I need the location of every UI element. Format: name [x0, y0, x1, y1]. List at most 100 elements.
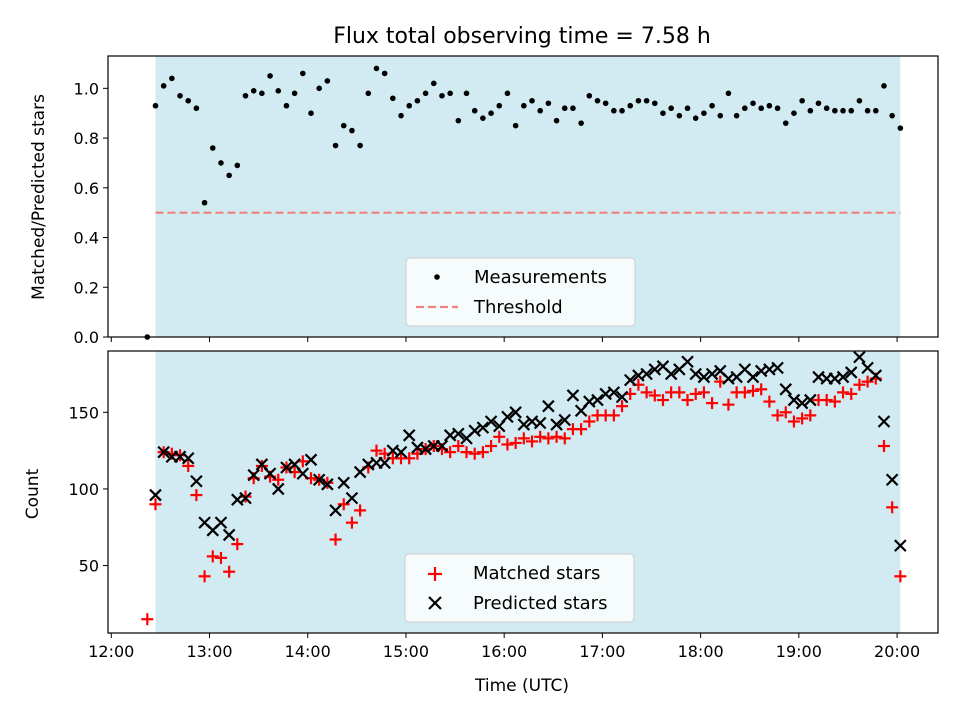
predicted-star-marker-stroke [329, 504, 342, 517]
measurement-point [897, 125, 904, 131]
matched-stars-legend-label: Matched stars [473, 563, 600, 584]
measurement-point [668, 105, 674, 112]
predicted-star-marker-stroke [255, 458, 269, 471]
matched-star-point [149, 498, 162, 511]
predicted-star-marker-stroke [550, 418, 563, 431]
matched-star-point [771, 409, 784, 422]
predicted-star-point [795, 396, 809, 410]
predicted-star-point [787, 393, 801, 407]
predicted-star-point [468, 424, 481, 437]
matched-star-point [534, 430, 547, 443]
predicted-star-marker-stroke [763, 363, 776, 376]
predicted-star-marker-stroke [771, 361, 784, 375]
measurement-point [733, 112, 740, 119]
predicted-star-marker-stroke [542, 399, 555, 413]
matched-star-point [460, 446, 473, 459]
measurement-point [742, 105, 748, 112]
predicted-star-point [484, 415, 498, 428]
predicted-star-point [435, 439, 449, 453]
matched-star-point [648, 389, 661, 402]
x-tick-label: 12:00 [88, 642, 134, 661]
measurement-point [692, 115, 699, 121]
predicted-star-marker-stroke [853, 350, 866, 364]
matched-star-point [706, 397, 719, 410]
predicted-star-marker-stroke [689, 367, 702, 381]
measurement-point [349, 127, 355, 134]
predicted-star-marker-stroke [681, 355, 694, 369]
measurement-point [651, 100, 658, 107]
measurement-point [856, 97, 863, 104]
predicted-star-marker-stroke [222, 528, 236, 542]
predicted-star-marker-stroke [190, 474, 203, 488]
predicted-star-marker-stroke [419, 442, 432, 456]
measurement-point [799, 97, 805, 104]
predicted-stars-legend-label: Predicted stars [473, 593, 607, 614]
measurement-point [250, 88, 257, 94]
matched-star-point [476, 446, 489, 459]
matched-star-point [354, 504, 367, 517]
measurement-point [488, 110, 494, 116]
predicted-star-marker-stroke [648, 363, 662, 376]
predicted-star-point [648, 363, 662, 376]
matched-star-point [689, 387, 702, 400]
predicted-star-point [329, 504, 342, 517]
measurement-point [463, 90, 470, 97]
predicted-star-point [149, 488, 162, 502]
matched-star-point [837, 386, 850, 399]
predicted-star-marker-stroke [566, 389, 580, 402]
predicted-star-marker-stroke [533, 416, 547, 430]
y-tick-label: 100 [68, 480, 99, 499]
matched-star-point [861, 375, 874, 388]
predicted-star-point [452, 427, 465, 441]
predicted-star-point [533, 416, 547, 430]
measurement-point [193, 105, 200, 112]
predicted-star-point [501, 410, 514, 424]
predicted-star-point [697, 370, 711, 384]
bottom-y-axis: 50 100 150 [68, 403, 108, 576]
predicted-star-marker-stroke [640, 367, 653, 381]
predicted-star-point [623, 373, 637, 387]
matched-star-point [886, 501, 899, 514]
measurement-point [611, 107, 617, 114]
predicted-star-marker-stroke [231, 493, 244, 506]
matched-star-point [231, 538, 244, 551]
predicted-star-marker-stroke [378, 456, 391, 470]
predicted-star-point [321, 478, 334, 491]
matched-star-point [493, 430, 506, 443]
predicted-star-marker-stroke [828, 372, 842, 385]
measurement-point [504, 90, 511, 97]
bottom-y-axis-label: Count [23, 468, 43, 519]
top-panel: 0.0 0.2 0.4 0.6 0.8 1.0 Matched/Predicted sta… [29, 55, 939, 347]
x-tick-label: 15:00 [383, 642, 429, 661]
matched-star-point [738, 386, 751, 399]
measurement-point [815, 100, 822, 107]
predicted-star-point [222, 528, 236, 542]
predicted-star-marker-stroke [288, 458, 301, 471]
predicted-star-marker-stroke [181, 452, 195, 465]
predicted-star-marker-stroke [804, 393, 817, 407]
x-tick-label: 18:00 [678, 642, 724, 661]
measurement-point [291, 90, 298, 97]
predicted-star-marker-stroke [591, 393, 604, 407]
measurement-point [422, 90, 429, 97]
predicted-star-marker-stroke [435, 439, 449, 453]
measurement-point [553, 117, 560, 124]
measurement-point [594, 97, 601, 104]
matched-star-point [485, 440, 498, 453]
predicted-star-marker-stroke [312, 473, 326, 487]
y-tick-label: 150 [68, 403, 99, 422]
predicted-star-point [239, 491, 252, 505]
predicted-star-marker-stroke [615, 390, 629, 404]
matched-star-point [206, 550, 219, 563]
predicted-star-point [844, 366, 858, 379]
matched-star-point [640, 386, 653, 399]
matched-star-point [517, 432, 530, 445]
predicted-star-marker-stroke [198, 516, 211, 529]
matched-star-point [526, 435, 539, 448]
matched-star-point [272, 473, 285, 486]
matched-star-point [755, 383, 768, 396]
measurement-point [390, 95, 396, 102]
predicted-star-point [877, 415, 891, 428]
bottom-plot-frame [107, 350, 939, 634]
measurement-point [750, 100, 756, 107]
